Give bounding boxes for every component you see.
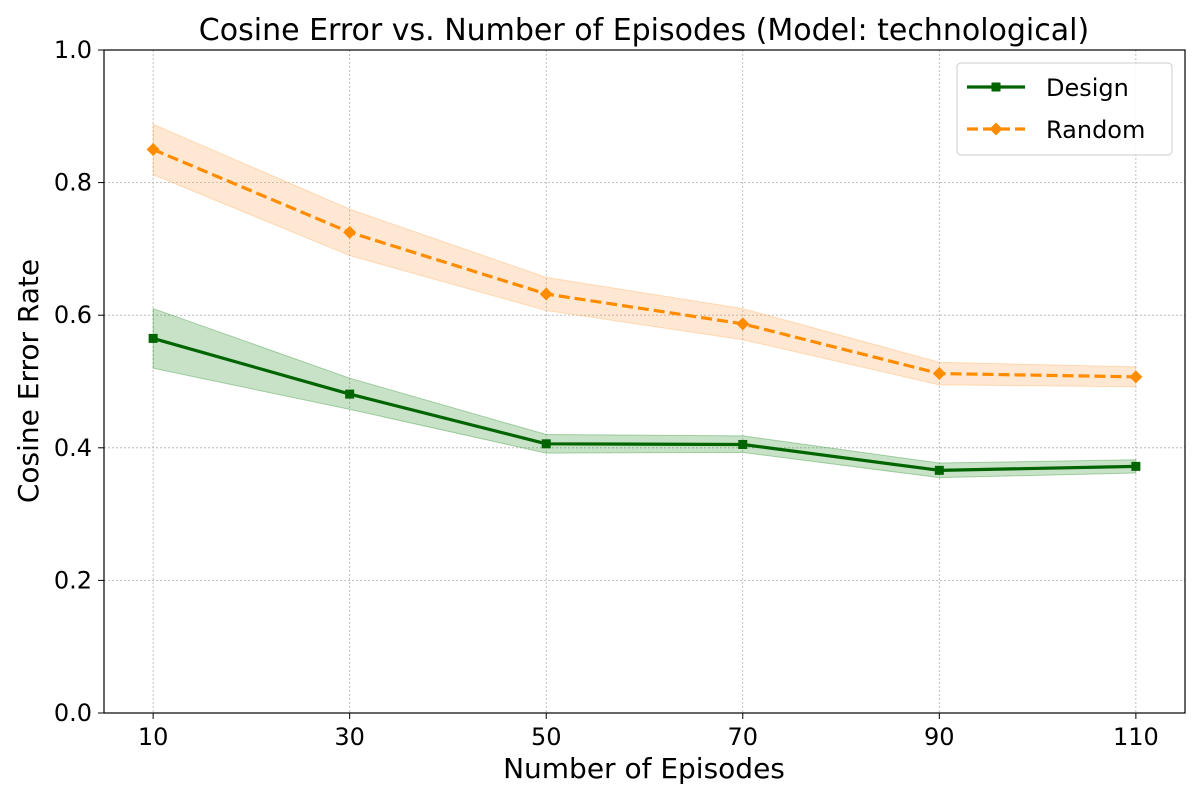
y-tick-label: 1.0: [54, 36, 92, 64]
design-marker: [541, 439, 551, 449]
y-tick-label: 0.0: [54, 699, 92, 727]
random-legend-label: Random: [1046, 116, 1145, 144]
y-axis-ticks: 0.0 0.2 0.4 0.6 0.8 1.0: [54, 36, 104, 727]
design-marker: [345, 389, 355, 399]
legend: Design Random: [956, 62, 1173, 156]
x-tick-label: 30: [334, 723, 365, 751]
x-tick-label: 10: [138, 723, 169, 751]
plot-frame: [103, 49, 1186, 714]
random-marker: [736, 317, 750, 331]
x-tick-label: 110: [1113, 723, 1159, 751]
chart-title: Cosine Error vs. Number of Episodes (Mod…: [199, 13, 1089, 48]
design-series-line: [152, 336, 1136, 472]
random-series-line: [152, 147, 1136, 379]
random-marker: [146, 142, 160, 156]
design-marker: [738, 439, 748, 449]
series-markers: [146, 142, 1143, 475]
random-confidence-band: [152, 123, 1137, 388]
random-marker: [343, 225, 357, 239]
x-tick-label: 70: [727, 723, 758, 751]
random-marker: [932, 367, 946, 381]
x-tick-label: 50: [531, 723, 562, 751]
design-marker: [934, 465, 944, 475]
random-legend-marker: [989, 122, 1003, 136]
x-axis-label: Number of Episodes: [503, 752, 785, 785]
y-tick-label: 0.2: [54, 566, 92, 594]
random-marker: [1129, 370, 1143, 384]
y-tick-label: 0.8: [54, 169, 92, 197]
y-axis-label: Cosine Error Rate: [12, 259, 45, 503]
series-lines: [152, 147, 1136, 472]
x-axis-ticks: 10 30 50 70 90 110: [138, 713, 1159, 751]
design-marker: [148, 333, 158, 343]
random-marker: [539, 287, 553, 301]
design-legend-marker: [991, 82, 1001, 92]
y-tick-label: 0.6: [54, 301, 92, 329]
y-tick-label: 0.4: [54, 434, 92, 462]
x-tick-label: 90: [924, 723, 955, 751]
design-marker: [1131, 461, 1141, 471]
design-legend-label: Design: [1046, 74, 1129, 102]
